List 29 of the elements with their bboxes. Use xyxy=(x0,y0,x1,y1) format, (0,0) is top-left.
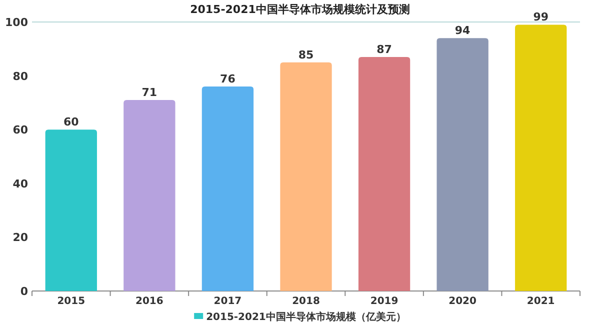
y-tick-label: 0 xyxy=(20,285,28,298)
y-tick-label: 60 xyxy=(12,124,28,137)
data-label: 94 xyxy=(454,24,471,38)
bar xyxy=(124,100,176,291)
x-tick-label: 2020 xyxy=(448,296,477,307)
bar xyxy=(358,56,410,291)
legend-label: 2015-2021中国半导体市场规模（亿美元） xyxy=(206,311,406,323)
bar xyxy=(436,38,488,291)
bar xyxy=(202,86,254,291)
y-tick-label: 20 xyxy=(12,231,28,244)
data-label: 60 xyxy=(63,116,80,129)
x-tick-label: 2017 xyxy=(214,296,242,307)
bar xyxy=(280,62,332,291)
y-tick-label: 100 xyxy=(5,16,28,29)
x-tick-label: 2019 xyxy=(370,296,398,307)
y-tick-label: 40 xyxy=(12,177,28,190)
data-label: 99 xyxy=(533,10,549,24)
x-tick-label: 2021 xyxy=(526,296,555,307)
data-label: 85 xyxy=(298,48,314,62)
bar xyxy=(45,130,97,291)
data-label: 87 xyxy=(376,42,392,56)
x-tick-label: 2018 xyxy=(292,296,320,307)
x-tick-label: 2015 xyxy=(57,296,86,307)
data-label: 71 xyxy=(142,86,158,100)
x-tick-label: 2016 xyxy=(136,296,164,307)
y-tick-label: 80 xyxy=(12,70,28,83)
data-label: 76 xyxy=(220,72,236,86)
bar xyxy=(515,24,567,291)
chart-title: 2015-2021中国半导体市场规模统计及预测 xyxy=(190,3,410,16)
